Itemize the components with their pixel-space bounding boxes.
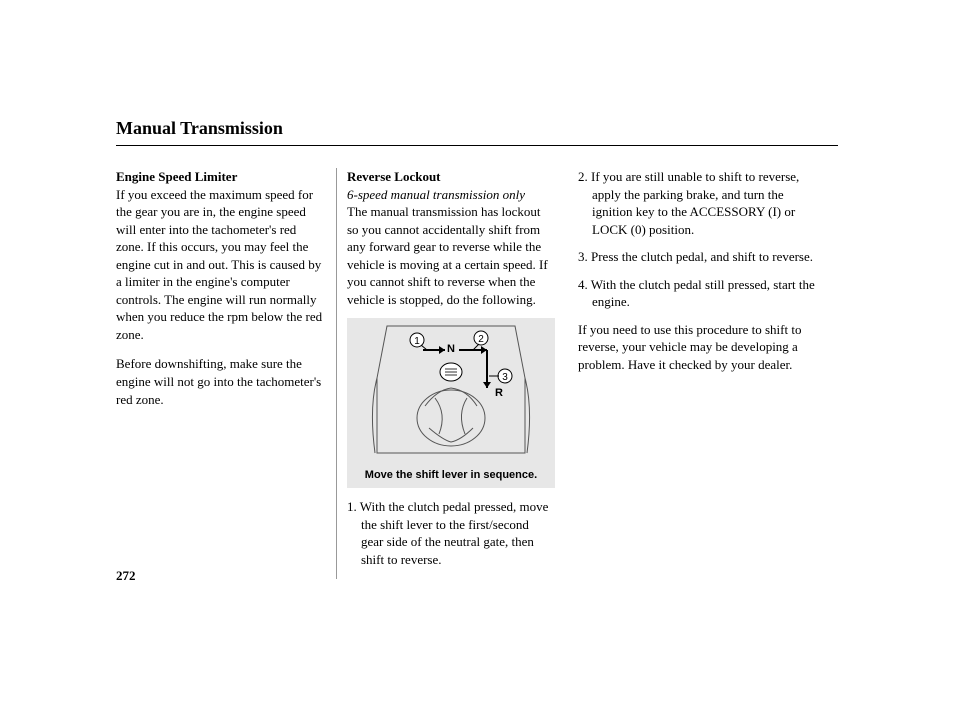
svg-text:N: N (447, 343, 455, 355)
shift-diagram: N R 1 2 3 (347, 318, 555, 488)
svg-text:2: 2 (478, 334, 484, 345)
svg-text:3: 3 (502, 372, 508, 383)
col3-final-paragraph: If you need to use this procedure to shi… (578, 321, 824, 374)
column-1: Engine Speed Limiter If you exceed the ma… (116, 168, 336, 579)
page-number: 272 (116, 568, 136, 584)
col1-p1-text: If you exceed the maximum speed for the … (116, 187, 322, 342)
step-1: 1. With the clutch pedal pressed, move t… (347, 498, 554, 568)
page-title: Manual Transmission (116, 118, 838, 146)
reverse-lockout-subnote: 6-speed manual transmission only (347, 187, 525, 202)
engine-speed-limiter-heading: Engine Speed Limiter (116, 169, 237, 184)
svg-text:1: 1 (414, 336, 420, 347)
page-content: Manual Transmission Engine Speed Limiter… (116, 118, 838, 579)
column-layout: Engine Speed Limiter If you exceed the ma… (116, 168, 838, 579)
step-2: 2. If you are still unable to shift to r… (578, 168, 824, 238)
step-4: 4. With the clutch pedal still pressed, … (578, 276, 824, 311)
col2-intro: Reverse Lockout 6-speed manual transmissi… (347, 168, 554, 308)
shift-diagram-svg: N R 1 2 3 (347, 318, 555, 468)
col1-paragraph-1: Engine Speed Limiter If you exceed the ma… (116, 168, 324, 343)
reverse-lockout-heading: Reverse Lockout (347, 169, 441, 184)
step-3: 3. Press the clutch pedal, and shift to … (578, 248, 824, 266)
col2-p1-text: The manual transmission has lockout so y… (347, 204, 548, 307)
col1-paragraph-2: Before downshifting, make sure the engin… (116, 355, 324, 408)
column-2: Reverse Lockout 6-speed manual transmissi… (336, 168, 564, 579)
column-3: 2. If you are still unable to shift to r… (564, 168, 824, 579)
svg-text:R: R (495, 387, 503, 399)
diagram-caption: Move the shift lever in sequence. (347, 468, 555, 483)
